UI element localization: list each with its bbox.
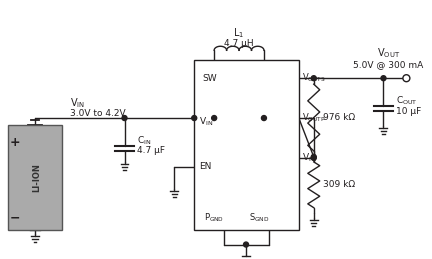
Text: S$_{\mathregular{GND}}$: S$_{\mathregular{GND}}$: [249, 211, 270, 224]
Circle shape: [244, 242, 248, 247]
Text: 3.0V to 4.2V: 3.0V to 4.2V: [70, 109, 125, 118]
Text: 976 kΩ: 976 kΩ: [323, 113, 355, 122]
Text: LI-ION: LI-ION: [32, 163, 41, 192]
Text: EN: EN: [199, 162, 212, 171]
Circle shape: [122, 116, 127, 120]
Text: V$_{\mathregular{OUTS}}$: V$_{\mathregular{OUTS}}$: [302, 72, 325, 84]
Text: C$_{\mathregular{OUT}}$: C$_{\mathregular{OUT}}$: [397, 95, 418, 107]
Text: +: +: [10, 136, 20, 149]
Circle shape: [381, 76, 386, 81]
Text: SW: SW: [202, 74, 217, 83]
Text: 4.7 μH: 4.7 μH: [224, 39, 254, 48]
Text: P$_{\mathregular{GND}}$: P$_{\mathregular{GND}}$: [204, 211, 224, 224]
Circle shape: [192, 116, 197, 120]
Text: 309 kΩ: 309 kΩ: [323, 180, 355, 189]
Text: C$_{\mathregular{IN}}$: C$_{\mathregular{IN}}$: [137, 135, 152, 147]
Text: V$_{\mathregular{OUTP}}$: V$_{\mathregular{OUTP}}$: [302, 112, 325, 124]
Circle shape: [403, 75, 410, 82]
Text: V$_{\mathregular{OUT}}$: V$_{\mathregular{OUT}}$: [377, 46, 400, 60]
Text: 10 μF: 10 μF: [397, 106, 422, 116]
Text: 4.7 μF: 4.7 μF: [137, 146, 165, 155]
Text: −: −: [10, 211, 20, 224]
Text: V$_{\mathregular{FB}}$: V$_{\mathregular{FB}}$: [302, 152, 318, 164]
Bar: [194, 60, 299, 229]
Circle shape: [311, 155, 316, 160]
Text: V$_{\mathregular{IN}}$: V$_{\mathregular{IN}}$: [70, 96, 85, 110]
Text: V$_{\mathregular{IN}}$: V$_{\mathregular{IN}}$: [199, 116, 213, 128]
Circle shape: [212, 116, 216, 120]
Bar: [8, 125, 62, 229]
Circle shape: [311, 154, 316, 159]
Text: 5.0V @ 300 mA: 5.0V @ 300 mA: [353, 60, 424, 69]
Circle shape: [311, 76, 316, 81]
Circle shape: [261, 116, 267, 120]
Text: L$_{\mathregular{1}}$: L$_{\mathregular{1}}$: [233, 26, 245, 40]
